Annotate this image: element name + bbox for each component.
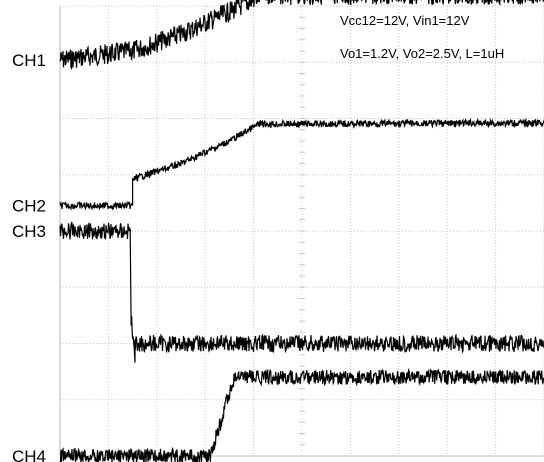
trace-ch1 [59, 0, 544, 71]
channel-labels: CH1 CH2 CH3 CH4 [12, 51, 46, 462]
channel-label-ch2: CH2 [12, 197, 46, 216]
trace-ch4 [59, 367, 544, 462]
channel-label-ch1: CH1 [12, 51, 46, 70]
annotation-output: Vo1=1.2V, Vo2=2.5V, L=1uH [340, 46, 504, 61]
waveform-traces [59, 0, 544, 462]
annotation-supply: Vcc12=12V, Vin1=12V [340, 13, 470, 28]
trace-ch2 [59, 117, 544, 211]
channel-label-ch4: CH4 [12, 447, 46, 462]
channel-label-ch3: CH3 [12, 222, 46, 241]
graticule-grid [59, 5, 544, 457]
trace-ch3 [59, 221, 544, 363]
